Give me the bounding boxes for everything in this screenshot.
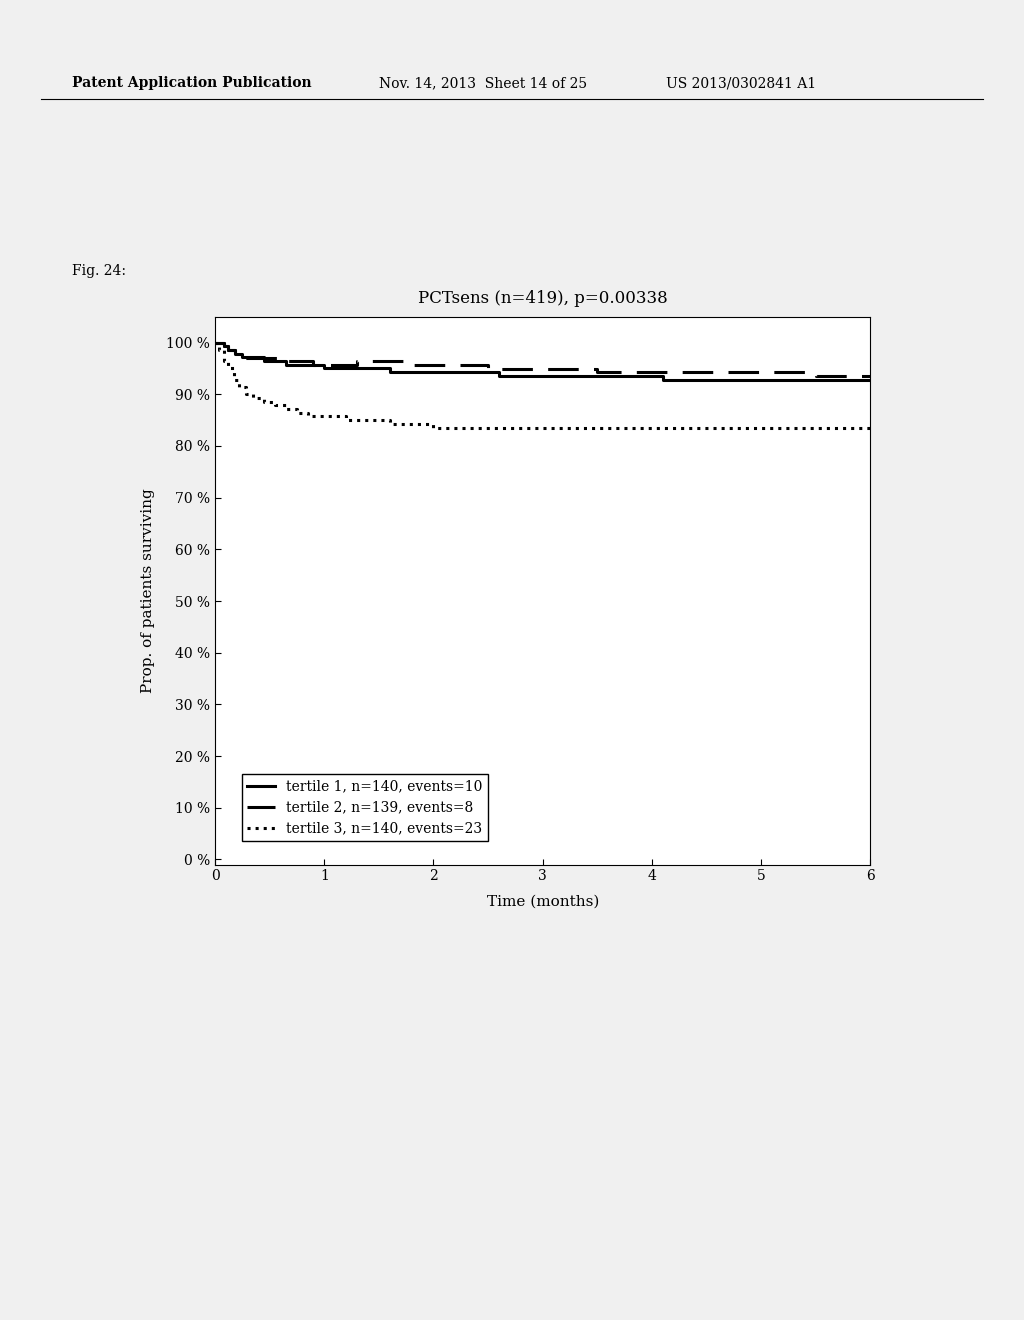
Y-axis label: Prop. of patients surviving: Prop. of patients surviving (141, 488, 156, 693)
Text: US 2013/0302841 A1: US 2013/0302841 A1 (666, 77, 816, 90)
Title: PCTsens (n=419), p=0.00338: PCTsens (n=419), p=0.00338 (418, 290, 668, 308)
Text: Nov. 14, 2013  Sheet 14 of 25: Nov. 14, 2013 Sheet 14 of 25 (379, 77, 587, 90)
Text: Patent Application Publication: Patent Application Publication (72, 77, 311, 90)
X-axis label: Time (months): Time (months) (486, 895, 599, 908)
Legend: tertile 1, n=140, events=10, tertile 2, n=139, events=8, tertile 3, n=140, event: tertile 1, n=140, events=10, tertile 2, … (242, 775, 488, 841)
Text: Fig. 24:: Fig. 24: (72, 264, 126, 277)
